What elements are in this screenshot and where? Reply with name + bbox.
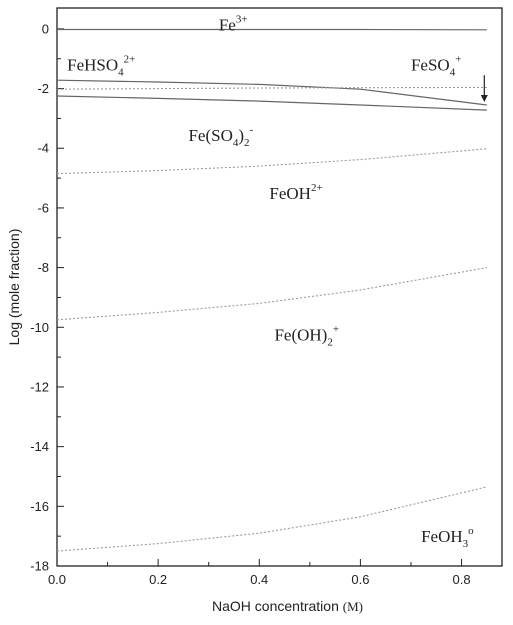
arrow-head [480,94,488,102]
y-tick-label: -12 [30,379,49,394]
y-tick-label: -10 [30,320,49,335]
species-label: Fe(OH)2+ [274,324,339,349]
y-tick-label: -18 [30,559,49,574]
x-tick-label: 0.4 [250,572,268,587]
plot-area-border [56,7,503,567]
y-tick-label: 0 [42,21,49,36]
series-line [56,148,487,175]
y-tick-label: -16 [30,499,49,514]
species-labels: Fe3+ FeHSO42+ FeSO4+ Fe(SO4)2- FeOH2+ Fe(OH)2… [67,13,488,550]
species-label: FeHSO42+ [67,54,135,79]
x-tick-label: 0.0 [48,572,66,587]
species-label: FeOH3o [421,525,474,550]
x-tick-label: 0.6 [351,572,369,587]
y-tick-label: -4 [37,141,49,156]
x-axis-title-text: NaOH concentration [212,598,339,614]
x-axis-unit: (M) [343,599,363,614]
y-tick-label: -14 [30,439,49,454]
x-tick-label: 0.8 [453,572,471,587]
species-label: Fe3+ [219,13,248,34]
series-line [56,95,487,111]
x-axis-title: NaOH concentration (M) [212,598,363,614]
series-line [56,486,487,552]
species-label: FeSO4+ [411,54,461,79]
x-tick-label: 0.2 [149,572,167,587]
series-lines [56,28,487,552]
series-line [56,267,487,321]
plot-frame [56,7,503,567]
series-line [56,86,487,90]
y-axis-title: Log (mole fraction) [6,229,22,346]
y-tick-label: -6 [37,200,49,215]
species-label: FeOH2+ [269,182,322,203]
series-line [56,79,487,106]
y-tick-label: -8 [37,260,49,275]
x-axis: 0.0 0.2 0.4 0.6 0.8 [48,559,471,587]
species-label: Fe(SO4)2- [188,124,253,149]
y-axis: 0 -2 -4 -6 -8 -10 -12 -14 -16 -18 [30,21,64,574]
y-tick-label: -2 [37,81,49,96]
